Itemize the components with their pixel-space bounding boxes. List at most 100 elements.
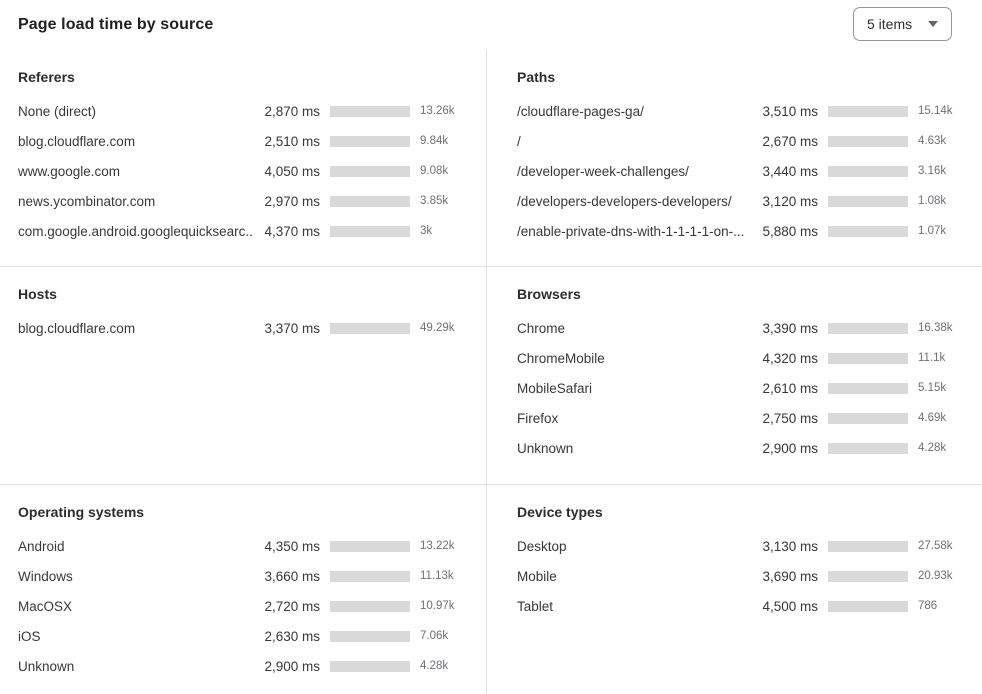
bar-track [828, 225, 908, 237]
row-count: 4.69k [918, 412, 947, 424]
stat-panel: Hosts blog.cloudflare.com 3,370 ms 49.29… [0, 266, 486, 484]
row-count: 16.38k [918, 322, 953, 334]
bar-track [828, 382, 908, 394]
stat-row: ChromeMobile 4,320 ms 11.1k [517, 343, 968, 373]
row-label: blog.cloudflare.com [18, 320, 136, 336]
bar-track [828, 322, 908, 334]
row-count: 3.85k [420, 195, 449, 207]
row-value: 3,440 ms [762, 163, 818, 179]
page-title: Page load time by source [18, 16, 214, 33]
row-label: Mobile [517, 568, 557, 584]
bar-track [828, 570, 908, 582]
stat-row: Unknown 2,900 ms 4.28k [18, 651, 470, 681]
row-count: 9.84k [420, 135, 449, 147]
row-value: 3,120 ms [762, 193, 818, 209]
panel-rows: blog.cloudflare.com 3,370 ms 49.29k [18, 313, 470, 343]
bar-track [330, 195, 410, 207]
panel-title: Referers [18, 69, 75, 85]
row-count: 4.28k [918, 442, 947, 454]
bar-track [330, 630, 410, 642]
row-value: 3,660 ms [264, 568, 320, 584]
row-label: / [517, 133, 521, 149]
row-count: 3.16k [918, 165, 947, 177]
bar-track [330, 322, 410, 334]
stat-row: Windows 3,660 ms 11.13k [18, 561, 470, 591]
row-label: /cloudflare-pages-ga/ [517, 103, 644, 119]
row-count: 11.1k [918, 352, 946, 364]
stat-row: com.google.android.googlequicksearc... 4… [18, 216, 470, 246]
stat-row: Android 4,350 ms 13.22k [18, 531, 470, 561]
row-label: www.google.com [18, 163, 121, 179]
stat-panel: Operating systems Android 4,350 ms 13.22… [0, 484, 486, 694]
bar-track [828, 600, 908, 612]
row-value: 2,510 ms [264, 133, 320, 149]
stat-row: www.google.com 4,050 ms 9.08k [18, 156, 470, 186]
row-count: 786 [918, 600, 938, 612]
row-count: 11.13k [420, 570, 454, 582]
items-count-select[interactable]: 5 items [853, 7, 952, 41]
row-value: 3,390 ms [762, 320, 818, 336]
stat-row: Unknown 2,900 ms 4.28k [517, 433, 968, 463]
bar-track [330, 105, 410, 117]
row-count: 49.29k [420, 322, 455, 334]
panel-title: Hosts [18, 286, 57, 302]
row-count: 20.93k [918, 570, 953, 582]
stat-row: /enable-private-dns-with-1-1-1-1-on-... … [517, 216, 968, 246]
row-value: 4,350 ms [264, 538, 320, 554]
row-label: /developer-week-challenges/ [517, 163, 689, 179]
panel-rows: /cloudflare-pages-ga/ 3,510 ms 15.14k / … [517, 96, 968, 246]
row-label: Unknown [517, 440, 574, 456]
row-value: 3,370 ms [264, 320, 320, 336]
panel-title: Paths [517, 69, 556, 85]
row-value: 2,610 ms [762, 380, 818, 396]
row-value: 4,370 ms [264, 223, 320, 239]
row-count: 15.14k [918, 105, 953, 117]
stat-row: None (direct) 2,870 ms 13.26k [18, 96, 470, 126]
row-label: Desktop [517, 538, 567, 554]
row-value: 4,050 ms [264, 163, 320, 179]
panel-title: Device types [517, 504, 603, 520]
row-count: 5.15k [918, 382, 947, 394]
row-value: 5,880 ms [762, 223, 818, 239]
row-label: MobileSafari [517, 380, 593, 396]
row-count: 1.07k [918, 225, 947, 237]
row-count: 1.08k [918, 195, 947, 207]
stat-row: /cloudflare-pages-ga/ 3,510 ms 15.14k [517, 96, 968, 126]
stat-row: iOS 2,630 ms 7.06k [18, 621, 470, 651]
row-value: 4,320 ms [762, 350, 818, 366]
panel-title: Operating systems [18, 504, 145, 520]
row-value: 3,690 ms [762, 568, 818, 584]
bar-track [330, 165, 410, 177]
stat-row: Mobile 3,690 ms 20.93k [517, 561, 968, 591]
row-label: com.google.android.googlequicksearc... [18, 223, 255, 239]
row-count: 10.97k [420, 600, 455, 612]
row-count: 13.22k [420, 540, 455, 552]
stat-row: Desktop 3,130 ms 27.58k [517, 531, 968, 561]
row-count: 13.26k [420, 105, 455, 117]
bar-track [828, 540, 908, 552]
bar-track [330, 540, 410, 552]
row-label: /developers-developers-developers/ [517, 193, 732, 209]
stat-row: / 2,670 ms 4.63k [517, 126, 968, 156]
row-value: 2,630 ms [264, 628, 320, 644]
row-value: 2,900 ms [264, 658, 320, 674]
row-label: Chrome [517, 320, 566, 336]
panels-grid: Referers None (direct) 2,870 ms 13.26k b… [0, 50, 982, 694]
row-value: 2,900 ms [762, 440, 818, 456]
row-value: 2,750 ms [762, 410, 818, 426]
bar-track [828, 412, 908, 424]
panel-title: Browsers [517, 286, 581, 302]
bar-track [828, 105, 908, 117]
stat-row: blog.cloudflare.com 2,510 ms 9.84k [18, 126, 470, 156]
row-label: Windows [18, 568, 73, 584]
row-label: Android [18, 538, 65, 554]
panel-rows: None (direct) 2,870 ms 13.26k blog.cloud… [18, 96, 470, 246]
bar-track [330, 660, 410, 672]
row-label: Unknown [18, 658, 75, 674]
stat-row: blog.cloudflare.com 3,370 ms 49.29k [18, 313, 470, 343]
stat-row: MobileSafari 2,610 ms 5.15k [517, 373, 968, 403]
row-value: 3,130 ms [762, 538, 818, 554]
items-count-label: 5 items [867, 16, 913, 32]
stat-row: MacOSX 2,720 ms 10.97k [18, 591, 470, 621]
bar-track [828, 442, 908, 454]
